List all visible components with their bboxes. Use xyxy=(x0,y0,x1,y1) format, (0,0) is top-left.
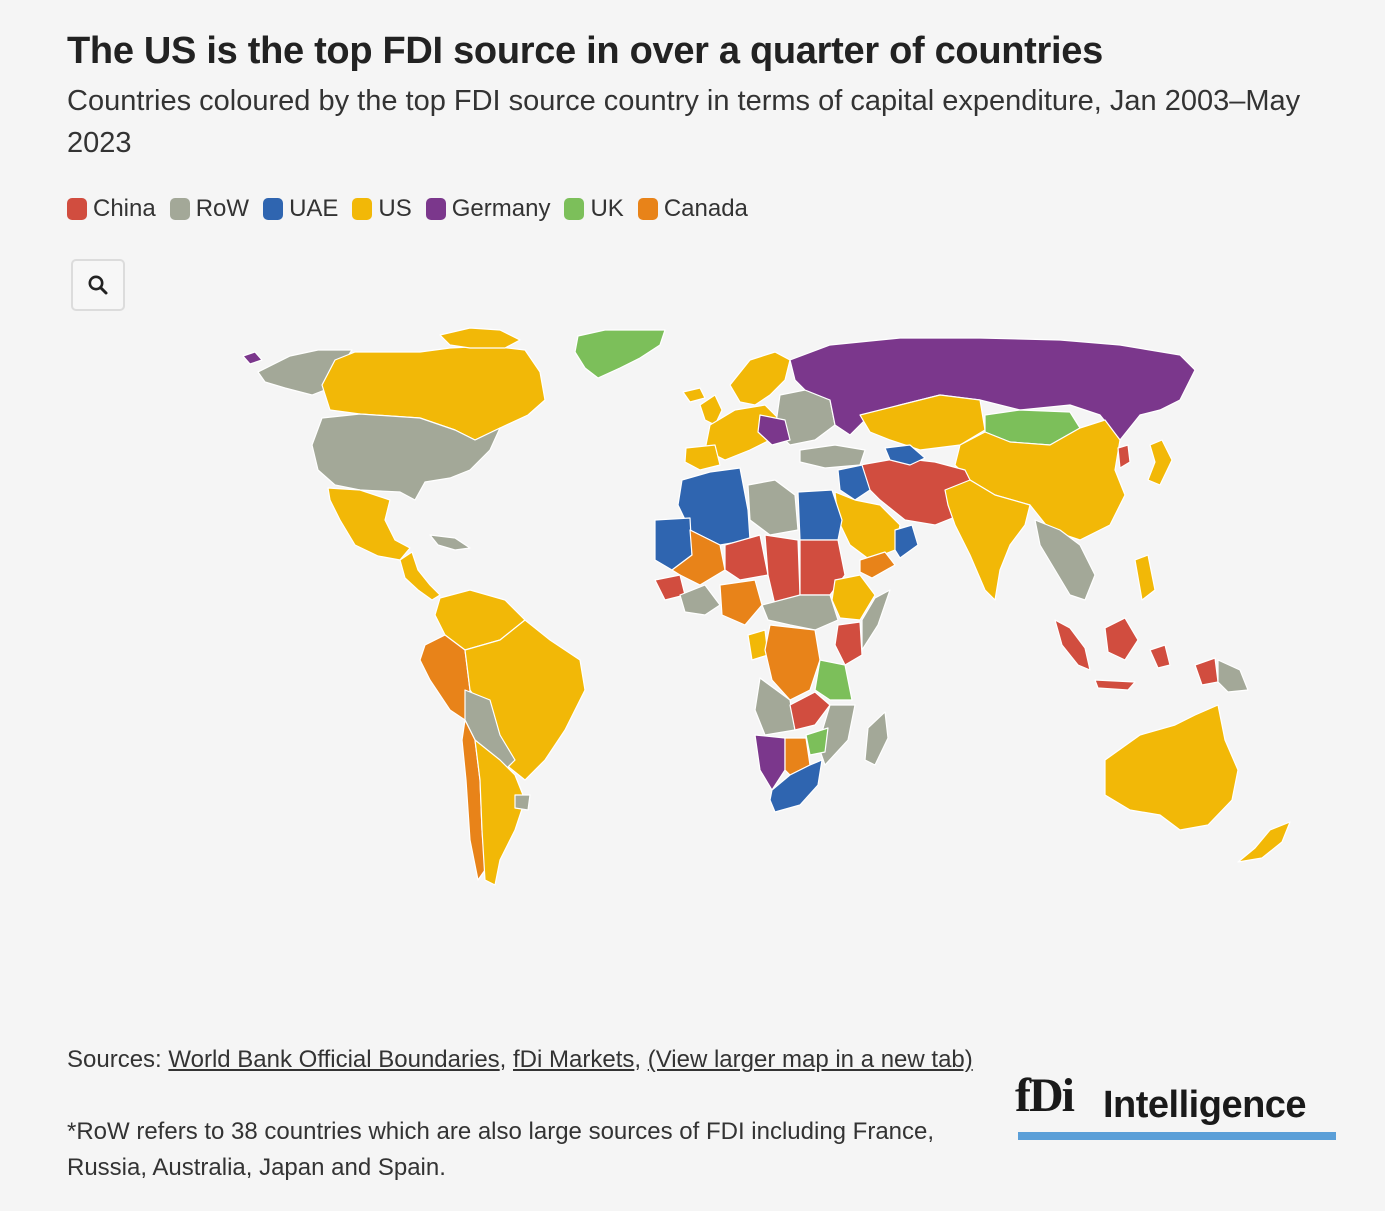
legend-swatch-uae xyxy=(263,198,284,220)
country-argentina[interactable] xyxy=(474,739,526,886)
legend-item-row: RoW xyxy=(169,195,250,223)
country-iraq[interactable] xyxy=(837,464,871,501)
country-drc[interactable] xyxy=(764,624,821,701)
country-somalia[interactable] xyxy=(861,589,891,651)
country-southeast-asia[interactable] xyxy=(1034,519,1096,601)
country-central-america[interactable] xyxy=(399,551,441,601)
country-yemen[interactable] xyxy=(859,551,896,579)
link-fdi-markets[interactable]: fDi Markets xyxy=(513,1046,635,1073)
country-scandinavia[interactable] xyxy=(729,351,791,406)
legend-label-row: RoW xyxy=(195,195,250,222)
country-madagascar[interactable] xyxy=(864,711,889,766)
country-west-africa-coast[interactable] xyxy=(679,584,721,616)
legend-label-uk: UK xyxy=(590,195,624,222)
country-uk[interactable] xyxy=(699,394,723,426)
legend-item-us: US xyxy=(352,195,412,223)
country-niger[interactable] xyxy=(724,534,769,581)
legend: China RoW UAE US Germany UK Canada xyxy=(67,193,748,225)
country-turkey[interactable] xyxy=(799,444,866,469)
country-java[interactable] xyxy=(1094,679,1136,691)
legend-swatch-germany xyxy=(425,198,446,220)
country-south-africa[interactable] xyxy=(769,759,823,813)
country-sulawesi[interactable] xyxy=(1149,644,1171,669)
country-mexico[interactable] xyxy=(327,487,411,561)
search-icon xyxy=(88,275,108,295)
country-peru[interactable] xyxy=(419,634,471,721)
country-japan[interactable] xyxy=(1147,439,1173,486)
country-kazakhstan[interactable] xyxy=(859,394,986,451)
legend-label-canada: Canada xyxy=(663,195,748,222)
country-oman[interactable] xyxy=(894,524,919,559)
legend-item-china: China xyxy=(67,195,156,223)
sources-text: Sources: World Bank Official Boundaries,… xyxy=(67,1042,997,1078)
country-new-zealand[interactable] xyxy=(1237,821,1291,863)
country-borneo[interactable] xyxy=(1104,617,1139,661)
country-kenya[interactable] xyxy=(834,621,863,666)
sources-sep-1: , xyxy=(499,1046,514,1073)
country-zambia[interactable] xyxy=(789,691,831,731)
country-uruguay[interactable] xyxy=(514,794,531,811)
country-philippines[interactable] xyxy=(1134,554,1156,601)
legend-swatch-row xyxy=(169,198,190,220)
chart-title: The US is the top FDI source in over a q… xyxy=(67,30,1103,72)
chart-subtitle: Countries coloured by the top FDI source… xyxy=(67,85,1301,159)
logo-text: Intelligence xyxy=(1103,1084,1307,1126)
country-iceland[interactable] xyxy=(682,387,706,403)
country-indonesia-sumatra[interactable] xyxy=(1054,619,1091,671)
country-india[interactable] xyxy=(944,479,1031,601)
world-map-svg xyxy=(242,327,1291,886)
country-namibia[interactable] xyxy=(754,734,786,791)
sources-prefix: Sources: xyxy=(67,1046,169,1073)
legend-swatch-uk xyxy=(564,198,585,220)
legend-label-germany: Germany xyxy=(451,195,551,222)
legend-swatch-china xyxy=(67,198,87,220)
legend-label-us: US xyxy=(378,195,412,222)
legend-swatch-us xyxy=(352,198,373,220)
country-nigeria[interactable] xyxy=(719,579,763,626)
country-korea[interactable] xyxy=(1117,444,1131,469)
country-mali[interactable] xyxy=(671,529,726,586)
country-usa[interactable] xyxy=(311,413,501,501)
legend-item-germany: Germany xyxy=(425,195,551,223)
fdi-intelligence-logo: fDi Intelligence xyxy=(1015,1070,1337,1146)
country-azerbaijan[interactable] xyxy=(884,444,926,466)
logo-mark: fDi xyxy=(1015,1069,1075,1122)
footnote: *RoW refers to 38 countries which are al… xyxy=(67,1118,935,1181)
link-world-bank-boundaries[interactable]: World Bank Official Boundaries xyxy=(168,1046,500,1073)
country-gabon[interactable] xyxy=(747,629,769,661)
country-chad[interactable] xyxy=(764,534,801,606)
sources-sep-2: , xyxy=(634,1046,648,1073)
country-arctic-islands[interactable] xyxy=(439,327,521,349)
zoom-button[interactable] xyxy=(71,259,125,311)
legend-item-uk: UK xyxy=(564,195,624,223)
country-caribbean[interactable] xyxy=(429,534,471,551)
country-egypt[interactable] xyxy=(797,489,843,541)
country-angola[interactable] xyxy=(754,677,796,736)
country-tanzania[interactable] xyxy=(814,659,853,701)
country-libya[interactable] xyxy=(747,479,799,536)
world-map[interactable] xyxy=(0,320,1385,920)
country-zimbabwe[interactable] xyxy=(805,727,829,756)
legend-label-uae: UAE xyxy=(289,195,339,222)
legend-label-china: China xyxy=(93,195,156,222)
country-alaska-tip[interactable] xyxy=(242,351,263,365)
legend-swatch-canada xyxy=(637,198,658,220)
country-central-africa[interactable] xyxy=(761,594,839,631)
legend-item-canada: Canada xyxy=(637,195,748,223)
legend-item-uae: UAE xyxy=(263,195,338,223)
logo-bar xyxy=(1018,1132,1336,1140)
country-papua[interactable] xyxy=(1194,657,1219,686)
country-russia[interactable] xyxy=(789,337,1196,441)
country-png[interactable] xyxy=(1217,659,1249,693)
country-australia[interactable] xyxy=(1104,704,1239,831)
link-view-larger-map[interactable]: (View larger map in a new tab) xyxy=(647,1046,973,1073)
country-iberia[interactable] xyxy=(684,444,721,471)
country-balkans[interactable] xyxy=(757,414,791,446)
country-greenland[interactable] xyxy=(574,329,666,379)
